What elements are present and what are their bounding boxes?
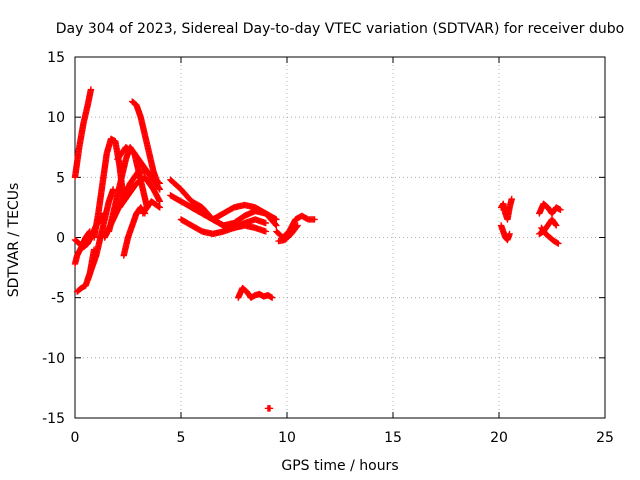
data-segment-peak-eleven (129, 98, 161, 187)
y-tick-label: -10 (42, 351, 65, 367)
data-point (553, 222, 560, 229)
data-point (294, 222, 301, 229)
data-point (506, 230, 513, 238)
data-point (266, 405, 274, 412)
data-point (293, 223, 301, 230)
data-point (154, 180, 161, 187)
data-point (156, 186, 163, 193)
y-tick-label: 15 (47, 50, 65, 66)
data-segment-late-a (497, 195, 515, 223)
data-segment-mid-lobe (139, 198, 163, 217)
data-point (262, 219, 269, 227)
data-point (311, 216, 318, 223)
data-points (71, 86, 564, 412)
axis-ticks: 0 5 10 15 20 25 -15 -10 -5 0 5 10 15 (42, 50, 614, 446)
data-segment-dip-arc (84, 186, 117, 283)
data-point (87, 86, 95, 93)
data-segment-arc-eight (90, 135, 127, 241)
data-point (85, 229, 93, 236)
data-segment-decay-4 (188, 204, 269, 232)
data-segment-band-3 (116, 174, 163, 211)
x-tick-label: 10 (278, 430, 296, 446)
data-segment-rise-early (71, 86, 95, 181)
y-tick-label: -15 (42, 411, 65, 427)
data-segment-late-d (536, 216, 560, 238)
data-point (273, 222, 280, 229)
data-segment-decay-3 (177, 216, 269, 238)
data-point (508, 195, 515, 203)
data-segment-late-c (536, 200, 564, 217)
grid (75, 57, 605, 418)
data-segment-late-e (538, 224, 562, 247)
data-point (262, 228, 269, 235)
x-tick-label: 20 (490, 430, 508, 446)
data-point (557, 206, 564, 214)
y-tick-label: -5 (51, 291, 65, 307)
data-point (552, 221, 559, 228)
data-point (156, 204, 163, 211)
data-point (156, 198, 163, 205)
data-segment-low-lobe (120, 204, 149, 259)
data-segment-late-b (497, 222, 513, 244)
data-point (155, 203, 163, 210)
data-segment-band-2 (114, 144, 163, 187)
data-segment-tail-b (275, 222, 301, 245)
x-tick-label: 25 (596, 430, 614, 446)
x-axis-label: GPS time / hours (281, 458, 398, 474)
data-point (273, 216, 280, 223)
data-point (268, 294, 276, 301)
x-tick-label: 0 (71, 430, 80, 446)
data-segment-outlier (264, 405, 274, 412)
data-segment-neg-five (235, 284, 276, 301)
data-point (272, 221, 279, 228)
y-tick-label: 5 (56, 170, 65, 186)
y-tick-label: 0 (56, 231, 65, 247)
x-tick-label: 5 (177, 430, 186, 446)
y-axis-label: SDTVAR / TECUs (6, 183, 22, 298)
data-point (155, 185, 163, 192)
data-segment-low-start-b (71, 228, 94, 268)
y-tick-label: 10 (47, 110, 65, 126)
data-point (555, 240, 562, 247)
chart-title: Day 304 of 2023, Sidereal Day-to-day VTE… (56, 21, 624, 37)
data-point (109, 186, 117, 193)
x-tick-label: 15 (384, 430, 402, 446)
